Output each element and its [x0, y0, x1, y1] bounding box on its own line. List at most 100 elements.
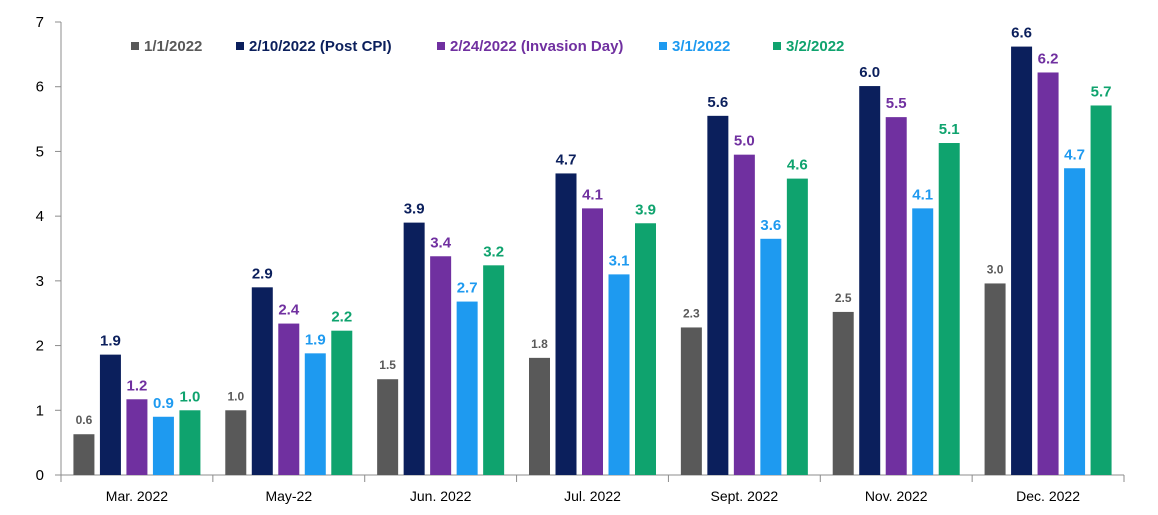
bar: [938, 143, 960, 475]
bar: [304, 353, 326, 475]
data-label: 0.9: [153, 395, 174, 412]
bar: [251, 287, 273, 475]
data-label: 5.0: [734, 133, 755, 150]
bar: [152, 416, 174, 475]
data-label: 1.0: [179, 388, 200, 405]
legend-label: 2/10/2022 (Post CPI): [249, 38, 392, 55]
bar: [430, 256, 452, 475]
y-tick-label: 0: [36, 467, 44, 484]
bar: [707, 115, 729, 475]
data-label: 4.6: [787, 157, 808, 174]
bar: [786, 178, 808, 475]
bar: [635, 223, 656, 475]
data-labels: 0.6 1.9 1.2 0.9 1.0 1.0 2.9 2.4 1.9 2.2 1.5 3.9 3.4 2…: [76, 25, 1112, 428]
data-label: 6.0: [859, 64, 880, 81]
legend-swatch: [773, 42, 781, 50]
data-label: 4.1: [582, 186, 603, 203]
data-label: 3.4: [430, 234, 452, 251]
bar: [760, 238, 782, 475]
bar: [582, 208, 603, 475]
data-label: 5.6: [707, 94, 728, 111]
data-label: 2.9: [252, 265, 273, 282]
data-label: 3.9: [635, 201, 656, 218]
y-tick-label: 6: [36, 79, 44, 96]
data-label: 5.7: [1091, 83, 1112, 100]
y-tick-label: 7: [36, 14, 44, 31]
y-tick-label: 4: [36, 208, 44, 225]
y-tick-label: 1: [36, 402, 44, 419]
legend-label: 1/1/2022: [144, 38, 202, 55]
data-label: 2.3: [683, 306, 700, 320]
legend-swatch: [437, 42, 445, 50]
legend-label: 3/2/2022: [786, 38, 844, 55]
bar: [1064, 168, 1086, 476]
data-label: 1.9: [100, 333, 121, 350]
bar: [73, 434, 95, 475]
data-label: 2.4: [278, 302, 300, 319]
x-tick-label: Jun. 2022: [410, 488, 472, 504]
data-label: 4.1: [912, 186, 933, 203]
data-label: 1.2: [126, 377, 147, 394]
data-label: 6.2: [1038, 50, 1059, 67]
bar: [1037, 72, 1059, 475]
data-label: 1.9: [305, 331, 326, 348]
legend: 1/1/2022 2/10/2022 (Post CPI) 2/24/2022 (I…: [131, 38, 844, 55]
bar: [377, 379, 399, 475]
bar: [832, 311, 854, 475]
bar: [529, 357, 550, 475]
data-label: 4.7: [1064, 146, 1085, 163]
legend-swatch: [236, 42, 244, 50]
data-label: 5.1: [939, 121, 960, 138]
data-label: 6.6: [1011, 25, 1032, 42]
data-label: 0.6: [76, 413, 93, 427]
data-label: 2.2: [331, 309, 352, 326]
y-tick-label: 2: [36, 338, 44, 355]
bar: [608, 274, 630, 475]
bar: [733, 154, 755, 475]
legend-label: 2/24/2022 (Invasion Day): [450, 38, 623, 55]
y-tick-label: 3: [36, 273, 44, 290]
x-tick-label: Nov. 2022: [865, 488, 928, 504]
bar: [1090, 105, 1112, 475]
bars: [73, 46, 1112, 476]
data-label: 3.6: [760, 217, 781, 234]
bar: [403, 222, 425, 475]
bar: [331, 330, 353, 475]
bar: [885, 117, 907, 475]
x-tick-label: Dec. 2022: [1016, 488, 1080, 504]
data-label: 3.9: [404, 201, 425, 218]
y-tick-label: 5: [36, 143, 44, 160]
bar: [179, 410, 201, 475]
x-tick-label: Mar. 2022: [106, 488, 168, 504]
bar: [99, 354, 121, 475]
data-label: 2.5: [835, 291, 852, 305]
x-tick-label: Sept. 2022: [710, 488, 778, 504]
data-label: 3.0: [987, 262, 1004, 276]
bar: [912, 208, 934, 475]
data-label: 3.1: [609, 252, 630, 269]
axes: 0 1 2 3 4 5 6 7 Mar. 2022 May-22 Jun. 2022 Jul. 202…: [36, 14, 1125, 504]
data-label: 1.0: [227, 389, 244, 403]
bar: [555, 173, 577, 475]
bar: [126, 399, 148, 475]
bar: [984, 283, 1006, 475]
bar: [278, 323, 300, 475]
bar: [483, 265, 505, 475]
x-tick-label: May-22: [265, 488, 312, 504]
bar: [680, 327, 702, 475]
x-tick-label: Jul. 2022: [564, 488, 621, 504]
data-label: 2.7: [457, 280, 478, 297]
legend-swatch: [659, 42, 667, 50]
bar: [1011, 46, 1033, 475]
bar: [859, 86, 881, 476]
legend-swatch: [131, 42, 139, 50]
bar: [225, 410, 247, 475]
data-label: 1.8: [531, 337, 548, 351]
data-label: 1.5: [379, 358, 396, 372]
data-label: 3.2: [483, 243, 504, 260]
bar: [456, 301, 478, 475]
data-label: 4.7: [556, 151, 577, 168]
legend-label: 3/1/2022: [672, 38, 730, 55]
